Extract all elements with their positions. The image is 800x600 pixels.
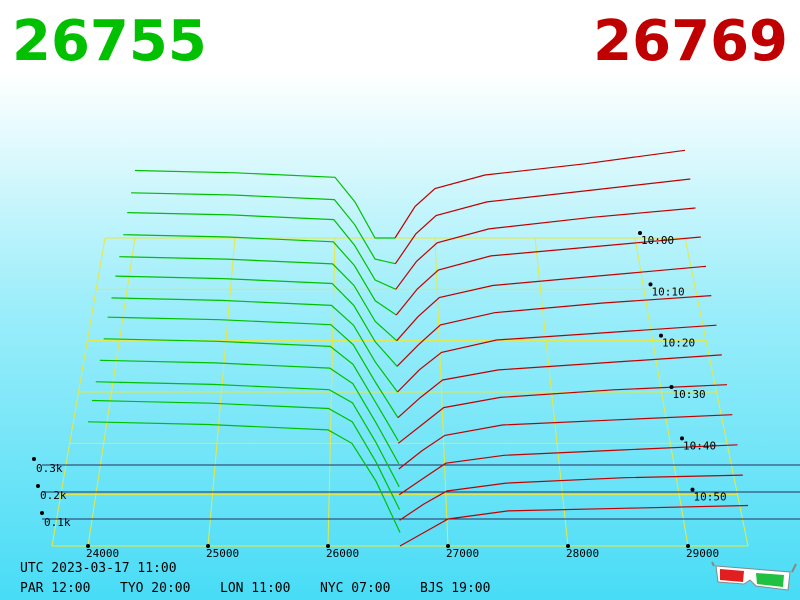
price-tick-label: 27000 xyxy=(446,547,479,560)
time-tick-dot xyxy=(669,385,674,389)
bid-depth-line xyxy=(91,399,401,510)
ask-depth-line xyxy=(396,295,712,367)
ask-depth-line xyxy=(399,474,743,521)
ask-depth-line xyxy=(394,178,691,265)
bid-depth-line xyxy=(103,338,399,442)
time-tick-dot xyxy=(690,487,695,492)
ask-depth-line xyxy=(394,149,686,239)
bid-depth-line xyxy=(131,192,396,265)
price-tick-label: 28000 xyxy=(566,547,599,560)
bid-depth-line xyxy=(107,316,399,419)
ask-depth-line xyxy=(397,324,717,393)
time-tick-label: 10:20 xyxy=(662,337,695,350)
time-tick-label: 10:30 xyxy=(673,388,706,401)
ask-price: 26769 xyxy=(593,9,788,74)
depth-tick-label: 0.3k xyxy=(36,462,63,475)
price-tick-label: 25000 xyxy=(206,547,239,560)
bid-depth-line xyxy=(95,381,400,488)
city-time: LON 11:00 xyxy=(220,581,290,596)
time-tick-dot xyxy=(648,282,653,287)
price-tick-dot xyxy=(686,544,690,548)
labels: 24000 25000 26000 27000 28000 29000 10:00 10:10… xyxy=(32,231,727,560)
bid-depth-line xyxy=(119,256,398,342)
depth-tick-dot xyxy=(32,457,36,461)
ask-depth-line xyxy=(396,265,707,342)
depth-tick-label: 0.2k xyxy=(40,489,67,502)
ask-depth-line xyxy=(397,384,728,444)
city-times: PAR 12:00 TYO 20:00 LON 11:00 NYC 07:00 BJS … xyxy=(20,581,490,596)
ask-depth-line xyxy=(395,207,696,290)
price-tick-dot xyxy=(566,544,570,548)
city-time: PAR 12:00 xyxy=(20,581,90,596)
city-time: BJS 19:00 xyxy=(420,581,490,596)
bid-depth-line xyxy=(115,275,398,367)
time-tick-dot xyxy=(680,436,684,441)
price-tick-dot xyxy=(86,544,90,548)
price-tick-dot xyxy=(326,544,330,548)
bid-depth-line xyxy=(99,359,400,465)
time-tick-label: 10:10 xyxy=(652,285,685,298)
time-tick-dot xyxy=(638,231,642,235)
price-tick-dot xyxy=(446,544,450,548)
3d-glasses-icon xyxy=(711,561,797,591)
price-tick-dot xyxy=(206,544,210,548)
bid-depth-line xyxy=(127,212,397,290)
ask-depth-line xyxy=(399,504,749,547)
price-tick-label: 26000 xyxy=(326,547,359,560)
ask-depth-line xyxy=(395,236,701,316)
depth-tick-dot xyxy=(40,511,44,515)
city-time: TYO 20:00 xyxy=(120,581,190,596)
ask-depth-line xyxy=(398,444,738,496)
time-tick-label: 10:40 xyxy=(683,439,716,452)
utc-time: UTC 2023-03-17 11:00 xyxy=(20,561,177,576)
depth-tick-dot xyxy=(36,484,40,488)
bid-depth-line xyxy=(134,169,395,239)
price-tick-label: 24000 xyxy=(86,547,119,560)
bid-depth-line xyxy=(111,297,398,393)
city-time: NYC 07:00 xyxy=(320,581,390,596)
depth-tick-label: 0.1k xyxy=(44,516,71,529)
time-tick-label: 10:50 xyxy=(694,491,727,504)
time-tick-label: 10:00 xyxy=(641,234,674,247)
ask-depth-line xyxy=(398,414,733,470)
bid-price: 26755 xyxy=(12,9,207,74)
bid-depth-line xyxy=(123,234,397,316)
bid-depth-line xyxy=(87,421,401,533)
curves xyxy=(87,149,749,547)
time-tick-dot xyxy=(659,333,663,338)
ask-depth-line xyxy=(397,354,722,419)
price-tick-label: 29000 xyxy=(686,547,719,560)
